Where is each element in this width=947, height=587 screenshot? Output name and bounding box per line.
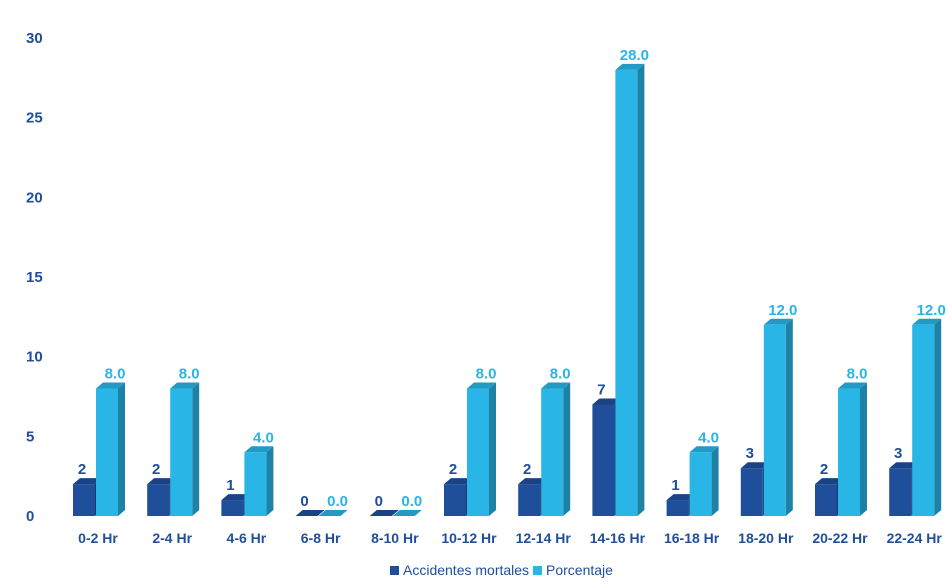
- data-label-accidentes: 2: [78, 461, 86, 478]
- data-label-porcentaje: 8.0: [179, 366, 200, 383]
- bar-accidentes: [295, 510, 325, 516]
- data-label-accidentes: 2: [152, 461, 160, 478]
- x-tick-label: 10-12 Hr: [441, 530, 497, 546]
- y-tick-label: 20: [26, 189, 43, 206]
- y-tick-label: 25: [26, 110, 43, 127]
- data-label-porcentaje: 4.0: [253, 429, 274, 446]
- y-tick-label: 5: [26, 428, 34, 445]
- bar-porcentaje: [96, 382, 125, 516]
- bar-porcentaje: [763, 318, 793, 516]
- x-tick-label: 12-14 Hr: [516, 530, 572, 546]
- x-tick-label: 22-24 Hr: [887, 530, 943, 546]
- data-label-accidentes: 2: [820, 461, 828, 478]
- x-tick-label: 20-22 Hr: [812, 530, 868, 546]
- x-tick-label: 0-2 Hr: [78, 530, 118, 546]
- bar-porcentaje: [838, 382, 867, 516]
- data-label-accidentes: 7: [597, 381, 605, 398]
- data-label-porcentaje: 28.0: [620, 47, 649, 64]
- x-tick-label: 6-8 Hr: [301, 530, 341, 546]
- data-label-porcentaje: 8.0: [550, 366, 571, 383]
- legend-label-accidentes: Accidentes mortales: [403, 562, 529, 578]
- data-label-accidentes: 1: [226, 477, 234, 494]
- legend-swatch-accidentes: [390, 566, 399, 575]
- x-tick-label: 8-10 Hr: [371, 530, 419, 546]
- data-label-porcentaje: 12.0: [917, 302, 946, 319]
- y-tick-label: 15: [26, 269, 43, 286]
- bar-porcentaje: [615, 63, 645, 516]
- legend: Accidentes mortales Porcentaje: [390, 562, 613, 578]
- data-label-accidentes: 3: [894, 445, 902, 462]
- x-axis: 0-2 Hr 2-4 Hr 4-6 Hr 6-8 Hr 8-10 Hr 10-12 Hr 1…: [78, 530, 942, 546]
- data-label-accidentes: 2: [523, 461, 531, 478]
- legend-label-porcentaje: Porcentaje: [546, 562, 613, 578]
- x-tick-label: 2-4 Hr: [152, 530, 192, 546]
- x-tick-label: 4-6 Hr: [227, 530, 267, 546]
- bar-porcentaje: [541, 382, 571, 516]
- x-tick-label: 16-18 Hr: [664, 530, 720, 546]
- y-tick-label: 0: [26, 508, 34, 525]
- y-axis: 0 5 10 15 20 25 30: [26, 30, 43, 525]
- data-label-porcentaje: 0.0: [401, 493, 422, 510]
- bar-porcentaje: [912, 318, 942, 516]
- data-label-porcentaje: 0.0: [327, 493, 348, 510]
- data-label-porcentaje: 12.0: [768, 302, 797, 319]
- x-tick-label: 18-20 Hr: [738, 530, 794, 546]
- data-label-accidentes: 0: [300, 493, 308, 510]
- data-label-porcentaje: 8.0: [105, 366, 126, 383]
- y-tick-label: 10: [26, 349, 43, 366]
- bar-porcentaje: [318, 510, 348, 516]
- data-label-accidentes: 1: [671, 477, 679, 494]
- data-label-accidentes: 2: [449, 461, 457, 478]
- bar-porcentaje: [170, 382, 200, 516]
- bar-porcentaje: [689, 446, 719, 516]
- data-label-porcentaje: 4.0: [698, 429, 719, 446]
- y-tick-label: 30: [26, 30, 43, 47]
- x-tick-label: 14-16 Hr: [590, 530, 646, 546]
- data-label-accidentes: 0: [375, 493, 383, 510]
- data-label-porcentaje: 8.0: [847, 366, 868, 383]
- data-label-accidentes: 3: [746, 445, 754, 462]
- bar-porcentaje: [244, 446, 274, 516]
- bar-accidentes: [369, 510, 399, 516]
- bars-area: 28.028.014.00 0.0 0 0.028.028.0728.014.0312…: [73, 47, 946, 516]
- bar-porcentaje: [467, 382, 496, 516]
- legend-swatch-porcentaje: [533, 566, 542, 575]
- data-label-porcentaje: 8.0: [476, 366, 497, 383]
- bar-porcentaje: [392, 510, 422, 516]
